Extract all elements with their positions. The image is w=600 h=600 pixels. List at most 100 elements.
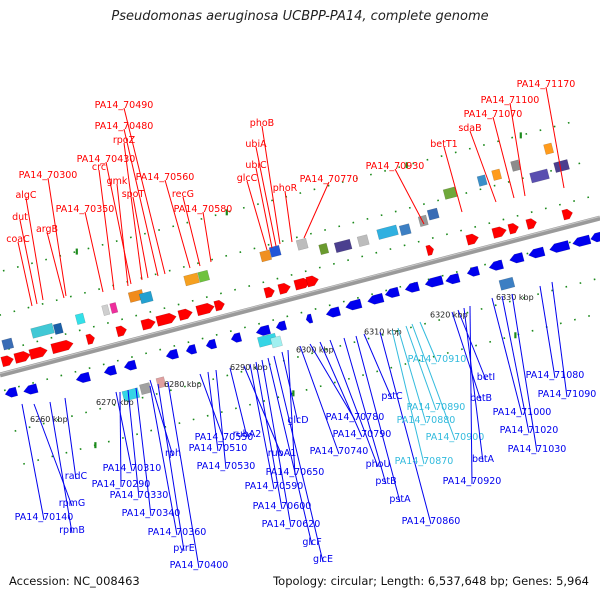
bottom-gene-label: betA xyxy=(472,454,495,465)
gene-leader-line xyxy=(463,307,484,463)
reverse-gene-arrow xyxy=(549,240,571,253)
track-guide-line xyxy=(0,194,595,353)
protein-domain-box xyxy=(121,387,141,402)
gene-leader-line xyxy=(287,349,296,476)
bottom-gene-label: PA14_70870 xyxy=(395,456,454,467)
protein-domain-box xyxy=(376,224,399,240)
protein-domain-box xyxy=(197,269,211,283)
reverse-gene-arrow xyxy=(384,286,400,298)
top-gene-label: recG xyxy=(172,189,194,200)
protein-domain-box xyxy=(138,290,154,305)
top-gene-label: PA14_70580 xyxy=(174,204,233,215)
forward-gene-arrow xyxy=(115,325,127,338)
gene-leader-line xyxy=(405,325,437,411)
bottom-gene-label: PA14_70910 xyxy=(408,354,467,365)
bottom-gene-label: PA14_70290 xyxy=(92,479,151,490)
gene-leader-line xyxy=(64,397,77,480)
forward-gene-arrow xyxy=(28,346,48,360)
gene-leader-line xyxy=(267,357,313,546)
gene-leader-line xyxy=(47,177,67,297)
reverse-gene-arrow xyxy=(367,292,385,305)
top-gene-label: PA14_70770 xyxy=(300,174,359,185)
forward-gene-arrow xyxy=(85,333,95,345)
forward-gene-arrow xyxy=(507,222,519,235)
forward-gene-arrow xyxy=(263,286,275,299)
reverse-gene-arrow xyxy=(103,364,118,376)
bottom-gene-label: rpmB xyxy=(59,525,85,536)
reverse-gene-arrow xyxy=(305,313,314,324)
forward-gene-arrow xyxy=(140,318,156,331)
gene-leader-line xyxy=(46,231,65,299)
gene-leader-line xyxy=(261,359,292,528)
forward-gene-arrow xyxy=(491,226,507,239)
forward-gene-arrow xyxy=(561,208,573,221)
gene-leader-line xyxy=(135,387,152,517)
top-gene-label: dut xyxy=(12,212,28,223)
bottom-gene-label: glcE xyxy=(313,554,333,565)
gene-leader-line xyxy=(363,333,393,400)
reverse-gene-arrow xyxy=(165,348,180,360)
top-gene-label: PA14_70930 xyxy=(366,161,425,172)
gene-leader-line xyxy=(127,389,140,499)
forward-gene-arrow xyxy=(155,312,177,327)
scale-tick-mark xyxy=(75,248,78,255)
gene-leader-line xyxy=(246,180,268,251)
gene-leader-line xyxy=(132,196,149,279)
top-gene-label: gmk xyxy=(107,176,128,187)
gene-leader-line xyxy=(33,403,73,507)
gene-leader-line xyxy=(255,146,277,247)
gene-leader-line xyxy=(21,403,45,521)
scale-label: 6280 kbp xyxy=(164,380,202,389)
bottom-gene-label: PA14_70340 xyxy=(122,508,181,519)
bottom-gene-label: rubA1 xyxy=(268,448,297,459)
reverse-gene-arrow xyxy=(509,252,525,264)
gene-leader-line xyxy=(469,305,473,485)
forward-gene-arrow xyxy=(195,302,215,317)
protein-domain-box xyxy=(1,337,15,351)
bottom-gene-label: PA14_70600 xyxy=(253,501,312,512)
bottom-gene-label: pstA xyxy=(389,494,411,505)
scale-tick-mark xyxy=(94,442,97,449)
gene-leader-line xyxy=(123,128,159,277)
gene-leader-line xyxy=(119,391,122,488)
forward-gene-arrow xyxy=(213,299,225,312)
gene-leader-line xyxy=(469,130,497,203)
gene-leader-line xyxy=(501,295,530,434)
protein-domain-box xyxy=(259,249,273,263)
bottom-gene-label: pstB xyxy=(375,476,396,487)
gene-leader-line xyxy=(273,355,324,563)
forward-gene-arrow xyxy=(13,351,31,364)
top-gene-label: ubiA xyxy=(245,139,267,150)
track-guide-line xyxy=(23,312,600,465)
scale-tick-mark xyxy=(519,132,522,139)
bottom-gene-label: radC xyxy=(65,471,88,482)
bottom-gene-label: PA14_70890 xyxy=(407,402,466,413)
protein-domain-box xyxy=(183,272,200,287)
gene-leader-line xyxy=(319,341,363,438)
protein-domain-box xyxy=(101,304,111,316)
reverse-gene-arrow xyxy=(590,231,600,243)
scale-label: 6330 kbp xyxy=(496,293,534,302)
top-gene-label: PA14_70300 xyxy=(19,170,78,181)
protein-domain-box xyxy=(295,237,309,251)
protein-domain-box xyxy=(476,174,488,187)
bottom-gene-label: glcF xyxy=(302,537,321,548)
gene-leader-line xyxy=(167,381,200,569)
bottom-gene-label: PA14_71000 xyxy=(493,407,552,418)
gene-leader-line xyxy=(492,116,515,199)
bottom-gene-label: pyrE xyxy=(173,543,195,554)
gene-leader-line xyxy=(215,369,227,470)
gene-leader-line xyxy=(105,161,132,285)
reverse-gene-arrow xyxy=(185,343,198,355)
gene-leader-line xyxy=(149,385,178,536)
gene-leader-line xyxy=(355,335,401,503)
gene-leader-line xyxy=(457,309,487,381)
top-gene-label: ubiC xyxy=(245,160,267,171)
top-gene-label: coaC xyxy=(6,234,30,245)
forward-gene-arrow xyxy=(525,218,537,230)
top-gene-label: PA14_71170 xyxy=(517,79,576,90)
gene-leader-line xyxy=(116,183,129,287)
bottom-gene-label: pstC xyxy=(381,391,403,402)
protein-domain-box xyxy=(426,207,440,221)
scale-label: 6290 kbp xyxy=(230,363,268,372)
